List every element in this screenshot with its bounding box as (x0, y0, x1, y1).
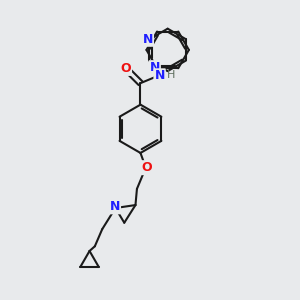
Text: O: O (142, 161, 152, 174)
Text: H: H (167, 70, 175, 80)
Text: N: N (110, 200, 120, 213)
Text: N: N (149, 61, 160, 74)
Text: N: N (142, 33, 153, 46)
Text: N: N (154, 69, 165, 82)
Text: O: O (120, 62, 131, 75)
